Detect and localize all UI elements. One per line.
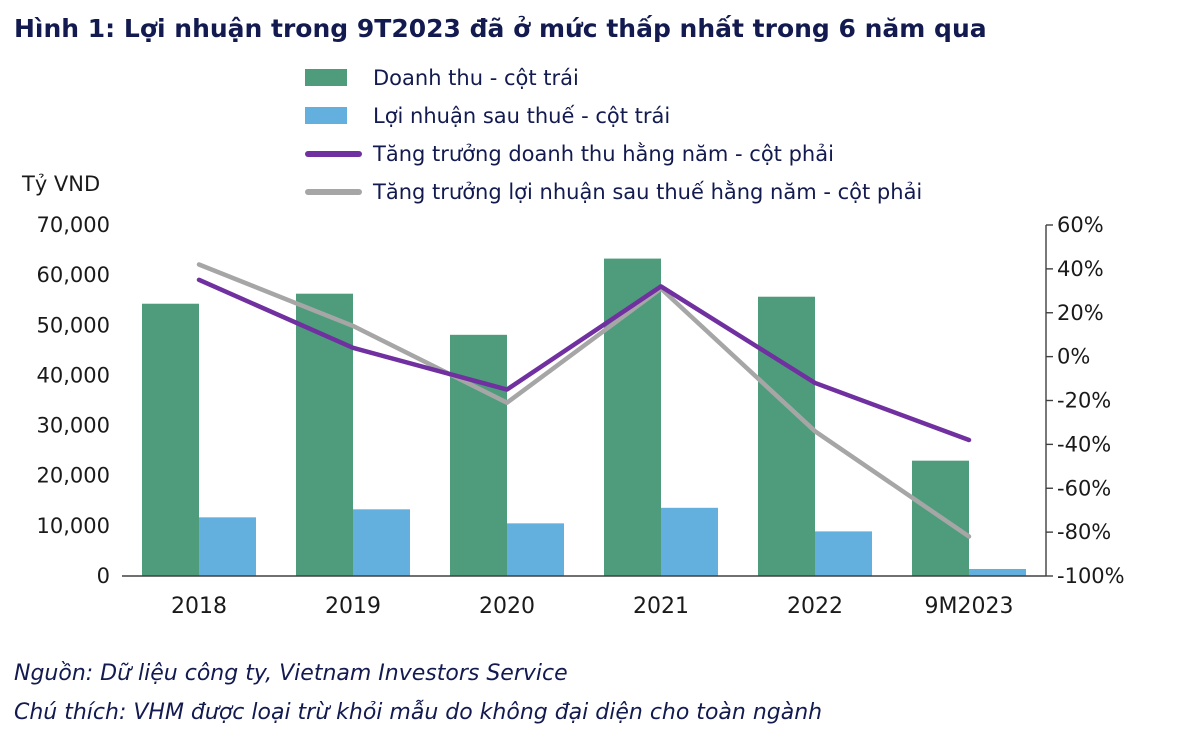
revenue-growth-line [196, 277, 972, 443]
x-axis-category-label: 2021 [633, 594, 689, 619]
legend-item-profit: Lợi nhuận sau thuế - cột trái [305, 102, 922, 129]
right-axis-tick-label: -40% [1057, 432, 1111, 456]
left-axis-tick-label: 60,000 [37, 263, 110, 287]
profit-bar-swatch-icon [305, 107, 347, 124]
left-axis-tick-label: 40,000 [37, 363, 110, 387]
profit-bar-2018 [199, 517, 256, 576]
profit-bar-2020 [507, 523, 564, 576]
revenue-bar-2022 [758, 296, 815, 576]
profit-growth-line-swatch-icon [305, 188, 362, 195]
chart-legend: Doanh thu - cột trái Lợi nhuận sau thuế … [305, 64, 922, 205]
left-axis-tick-label: 20,000 [37, 464, 110, 488]
figure-title: Hình 1: Lợi nhuận trong 9T2023 đã ở mức … [14, 14, 987, 43]
right-axis-tick-label: -20% [1057, 389, 1111, 413]
legend-label-revenue-growth: Tăng trưởng doanh thu hằng năm - cột phả… [373, 141, 834, 166]
source-note: Nguồn: Dữ liệu công ty, Vietnam Investor… [14, 661, 568, 686]
profit-growth-line [196, 262, 972, 539]
right-axis-tick-label: 60% [1057, 215, 1104, 237]
legend-swatch-holder [305, 107, 373, 124]
right-axis-tick-label: 40% [1057, 257, 1104, 281]
x-axis-category-label: 9M2023 [925, 594, 1014, 619]
left-axis-unit-label: Tỷ VND [22, 172, 101, 196]
revenue-bar-2019 [296, 293, 353, 576]
revenue-bar-2018 [142, 303, 199, 576]
revenue-bar-swatch-icon [305, 69, 347, 86]
x-axis-category-label: 2020 [479, 594, 535, 619]
right-axis-tick-label: 20% [1057, 301, 1104, 325]
legend-label-profit-growth: Tăng trưởng lợi nhuận sau thuế hằng năm … [373, 179, 923, 204]
legend-item-revenue: Doanh thu - cột trái [305, 64, 922, 91]
right-axis-tick-label: 0% [1057, 345, 1090, 369]
left-axis-tick-label: 70,000 [37, 215, 110, 237]
legend-item-revenue-growth: Tăng trưởng doanh thu hằng năm - cột phả… [305, 140, 922, 167]
x-axis-category-label: 2022 [787, 594, 843, 619]
x-axis-category-label: 2018 [171, 594, 227, 619]
legend-swatch-holder [305, 69, 373, 86]
right-axis-tick-label: -60% [1057, 476, 1111, 500]
revenue-growth-line-swatch-icon [305, 150, 362, 157]
left-axis-tick-label: 50,000 [37, 313, 110, 337]
legend-label-revenue: Doanh thu - cột trái [373, 65, 579, 90]
right-axis-tick-label: -100% [1057, 564, 1125, 588]
profit-bar-2021 [661, 507, 718, 576]
profit-bar-2019 [353, 509, 410, 576]
legend-swatch-holder [305, 188, 373, 195]
legend-item-profit-growth: Tăng trưởng lợi nhuận sau thuế hằng năm … [305, 178, 922, 205]
profit-bar-2022 [815, 531, 872, 576]
revenue-bar-2020 [450, 334, 507, 576]
legend-label-profit: Lợi nhuận sau thuế - cột trái [373, 103, 671, 128]
left-axis-tick-label: 10,000 [37, 514, 110, 538]
legend-swatch-holder [305, 150, 373, 157]
footnote: Chú thích: VHM được loại trừ khỏi mẫu do… [14, 700, 823, 725]
combo-chart: 0 10,000 20,000 30,000 40,000 50,000 60,000 70,… [37, 215, 1125, 619]
right-axis-tick-label: -80% [1057, 520, 1111, 544]
left-axis-tick-label: 0 [97, 564, 110, 588]
x-axis-category-label: 2019 [325, 594, 381, 619]
left-axis-tick-label: 30,000 [37, 414, 110, 438]
profit-bar-9M2023 [969, 568, 1026, 576]
